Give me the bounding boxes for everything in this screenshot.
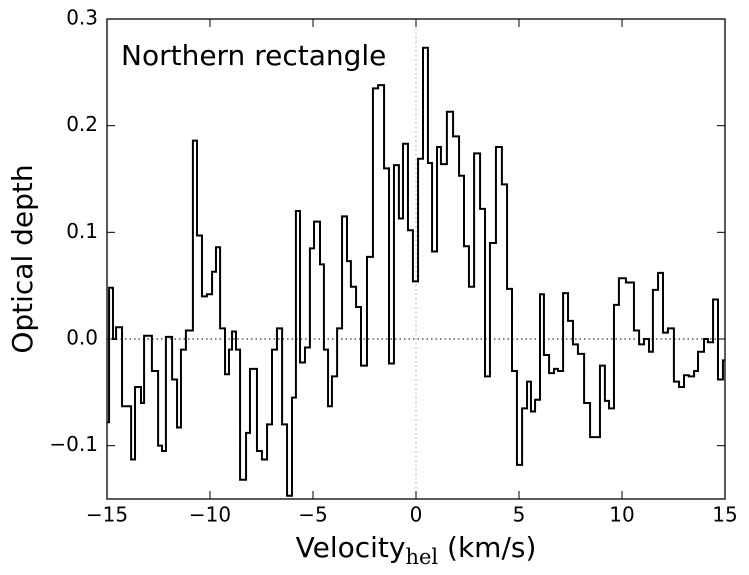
x-tick-label: −15 <box>86 503 128 527</box>
step-line <box>107 46 725 497</box>
x-tick-label: 5 <box>513 503 526 527</box>
x-axis-label: Velocityhel (km/s) <box>296 531 537 569</box>
y-tick-label: 0.1 <box>66 219 98 243</box>
y-tick-label: 0.0 <box>66 326 98 350</box>
y-axis-label: Optical depth <box>6 164 39 353</box>
x-tick-label: 10 <box>609 503 634 527</box>
y-tick-label: −0.1 <box>49 432 98 456</box>
x-axis-label-unit: (km/s) <box>438 531 536 564</box>
annotation: Northern rectangle <box>121 39 386 72</box>
y-tick-label: 0.2 <box>66 112 98 136</box>
x-tick-label: 15 <box>712 503 737 527</box>
y-tick-label: 0.3 <box>66 6 98 30</box>
x-tick-label: −5 <box>298 503 327 527</box>
x-tick-label: 0 <box>410 503 423 527</box>
x-axis-label-main: Velocity <box>296 531 406 564</box>
x-tick-label: −10 <box>189 503 231 527</box>
x-axis-label-subscript: hel <box>405 545 438 569</box>
